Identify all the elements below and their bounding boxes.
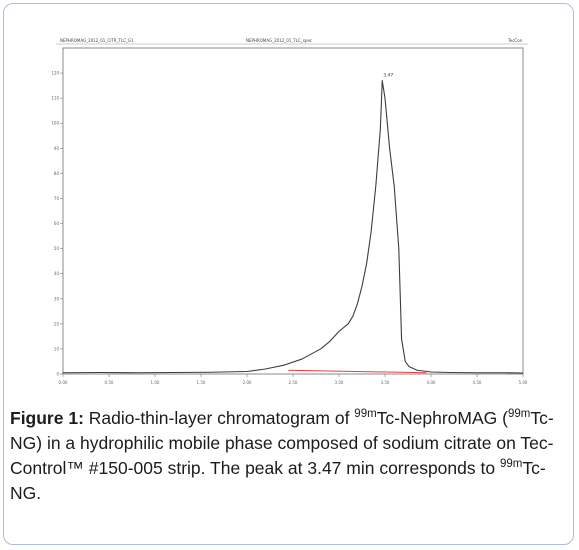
header-bar: NEPHROMAG_2012_01_CITR_TLC_G1 NEPHROMAG_…	[56, 38, 528, 45]
y-tick-label: 10	[54, 346, 60, 351]
caption-sup-3: 99m	[499, 458, 523, 470]
caption-sup-1: 99m	[354, 408, 377, 420]
plot-area	[62, 47, 524, 375]
baseline-line	[288, 369, 427, 374]
x-tick-label: 3.00	[335, 380, 344, 385]
y-tick-label: 120	[51, 71, 59, 76]
caption-text-2: Tc-NephroMAG (	[376, 408, 508, 428]
x-tick-label: 4.50	[473, 380, 482, 385]
y-tick-label: 70	[54, 196, 60, 201]
y-tick-label: 80	[54, 171, 60, 176]
caption-text-3: Tc-NG) in a hydrophilic mobile phase com…	[10, 408, 554, 478]
x-tick-label: 2.00	[243, 380, 252, 385]
y-tick-label: 30	[54, 296, 60, 301]
header-middle-label: NEPHROMAG_2012_01_TLC_spec	[246, 38, 312, 43]
x-tick-label: 2.50	[289, 380, 298, 385]
x-axis: 0.00 0.50 1.00 1.50 2.00 2.50 3.00 3.50 4.00 4.50…	[59, 374, 528, 385]
x-tick-label: 5.00	[519, 380, 528, 385]
peak-label: 3.47	[383, 73, 393, 79]
y-tick-label: 60	[54, 221, 60, 226]
y-axis: 0 10 20 30 40 50 60 70 80 90 100 110 120	[51, 71, 63, 377]
x-tick-label: 0.00	[59, 380, 68, 385]
y-tick-label: 50	[54, 246, 60, 251]
caption-sup-2: 99m	[507, 408, 531, 420]
figure-label: Figure 1:	[10, 408, 84, 428]
caption-text-4: Tc-NG.	[10, 458, 546, 503]
x-tick-label: 1.50	[197, 380, 206, 385]
header-left-label: NEPHROMAG_2012_01_CITR_TLC_G1	[60, 38, 134, 43]
x-tick-label: 0.50	[105, 380, 114, 385]
caption-text-1: Radio-thin-layer chromatogram of	[83, 408, 355, 428]
y-tick-label: 20	[54, 321, 60, 326]
y-tick-label: 100	[51, 121, 59, 126]
x-tick-label: 4.00	[427, 380, 436, 385]
y-tick-label: 0	[56, 372, 59, 377]
y-tick-label: 90	[54, 146, 60, 151]
series-line	[62, 80, 524, 374]
header-right-label: TecCon	[507, 38, 523, 43]
y-tick-label: 110	[51, 96, 59, 101]
chromatogram-chart: NEPHROMAG_2012_01_CITR_TLC_G1 NEPHROMAG_…	[51, 38, 528, 385]
figure-caption: Figure 1: Radio-thin-layer chromatogram …	[10, 406, 566, 506]
x-tick-label: 1.00	[151, 380, 160, 385]
y-tick-label: 40	[54, 271, 60, 276]
x-tick-label: 3.50	[381, 380, 390, 385]
